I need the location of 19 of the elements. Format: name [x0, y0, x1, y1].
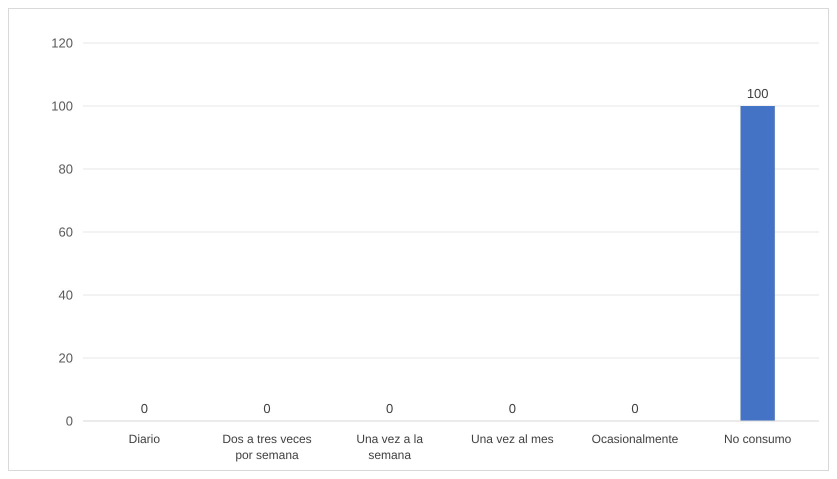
y-tick-label: 60	[58, 224, 73, 240]
x-tick-label: Una vez a la semana	[356, 432, 424, 462]
x-tick-label: Una vez al mes	[470, 432, 554, 446]
data-label: 0	[508, 401, 516, 416]
data-label: 0	[631, 401, 639, 416]
x-tick-label: No consumo	[724, 432, 792, 446]
y-tick-label: 100	[51, 98, 73, 114]
y-tick-label: 0	[66, 414, 73, 429]
x-tick-label: Diario	[128, 432, 160, 446]
data-label: 0	[386, 401, 394, 416]
y-tick-label: 80	[58, 162, 73, 177]
y-tick-label: 20	[58, 350, 73, 366]
data-label: 100	[746, 86, 769, 101]
data-label: 0	[263, 401, 271, 416]
x-tick-label: Dos a tres veces por semana	[222, 432, 312, 462]
data-label: 0	[140, 401, 148, 416]
y-tick-label: 120	[51, 36, 73, 51]
x-tick-label: Ocasionalmente	[592, 432, 679, 446]
y-tick-label: 40	[58, 288, 73, 303]
